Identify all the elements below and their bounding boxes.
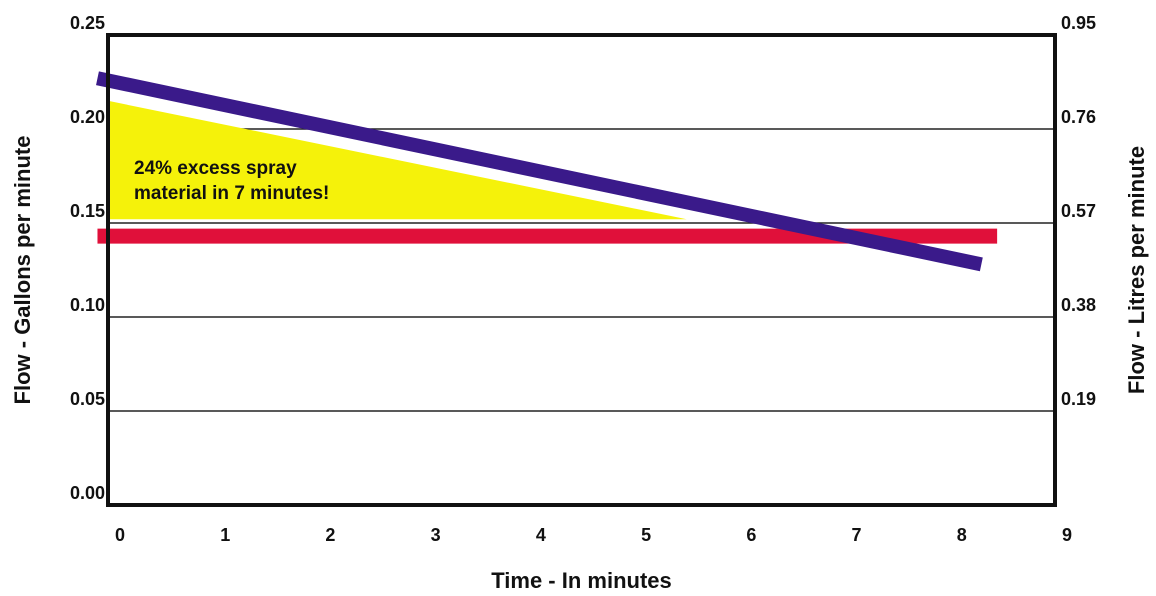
y-left-tick-label: 0.10	[70, 295, 105, 315]
series	[96, 71, 998, 272]
tick-labels: 0 1 2 3 4 5 6 7 8 9 0.00 0.05 0.10 0.15 0.20 0.25 0.19 0.…	[70, 13, 1096, 545]
annotation: 24% excess spray material in 7 minutes!	[134, 158, 329, 204]
y-left-tick-label: 0.15	[70, 201, 105, 221]
x-tick-label: 1	[220, 525, 230, 545]
x-tick-label: 6	[746, 525, 756, 545]
series-line	[96, 71, 983, 272]
plot-frame	[106, 33, 1057, 507]
y-left-tick-label: 0.20	[70, 107, 105, 127]
y-right-tick-label: 0.19	[1061, 389, 1096, 409]
y-left-tick-label: 0.05	[70, 389, 105, 409]
plot-border	[106, 33, 1057, 507]
excess-area	[108, 100, 687, 220]
x-axis-title: Time - In minutes	[491, 568, 672, 593]
y-right-tick-label: 0.76	[1061, 107, 1096, 127]
y-right-tick-label: 0.95	[1061, 13, 1096, 33]
x-tick-label: 3	[431, 525, 441, 545]
annotation-text: 24% excess spray	[134, 158, 297, 179]
x-tick-label: 7	[852, 525, 862, 545]
y-left-tick-label: 0.25	[70, 13, 105, 33]
y-right-tick-label: 0.57	[1061, 201, 1096, 221]
shaded-region	[108, 100, 687, 220]
x-tick-label: 5	[641, 525, 651, 545]
x-tick-label: 4	[536, 525, 546, 545]
x-tick-label: 2	[325, 525, 335, 545]
y-left-axis-title: Flow - Gallons per minute	[10, 136, 35, 405]
axis-titles: Time - In minutes Flow - Gallons per minu…	[10, 136, 1149, 593]
annotation-text: material in 7 minutes!	[134, 183, 329, 204]
x-tick-label: 8	[957, 525, 967, 545]
y-left-tick-label: 0.00	[70, 483, 105, 503]
y-right-axis-title: Flow - Litres per minute	[1124, 146, 1149, 394]
y-right-tick-label: 0.38	[1061, 295, 1096, 315]
x-tick-label: 0	[115, 525, 125, 545]
grid-lines	[108, 128, 1055, 412]
x-tick-label: 9	[1062, 525, 1072, 545]
